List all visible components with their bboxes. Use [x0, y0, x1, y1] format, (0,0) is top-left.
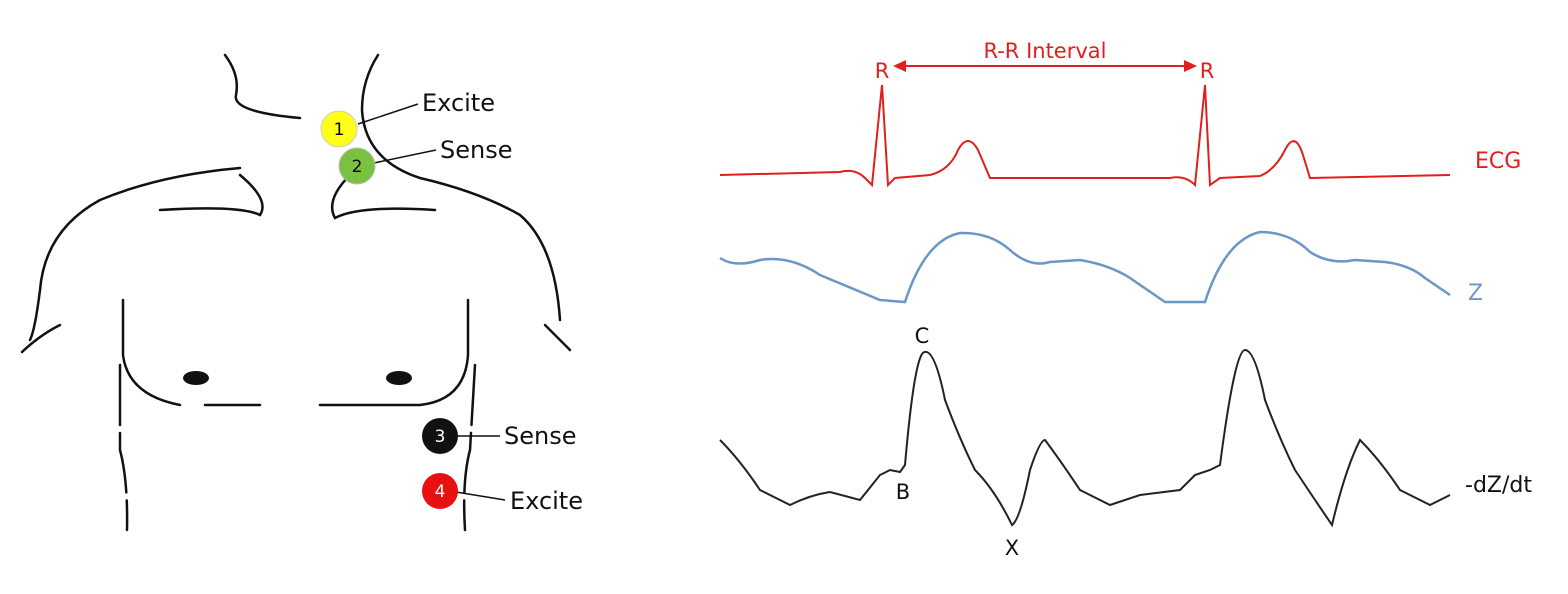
electrode-number: 3 [435, 427, 446, 447]
neck-left [223, 53, 302, 120]
lead-line [357, 103, 419, 125]
right-collarbone [330, 173, 437, 220]
point-label: C [915, 324, 930, 348]
electrode-label: Excite [510, 487, 583, 515]
point-label: X [1005, 536, 1019, 560]
trace-label: -dZ/dt [1465, 473, 1532, 498]
left-nipple [183, 371, 209, 385]
left-side [118, 363, 129, 532]
rr-interval: R-R Interval R R [875, 39, 1215, 83]
right-arm [543, 323, 572, 352]
lead-line [455, 491, 506, 501]
ecg-trace [719, 84, 1451, 188]
electrode [320, 110, 358, 148]
electrode [422, 473, 458, 509]
neck-right-shoulder [360, 53, 562, 322]
z-trace [719, 230, 1451, 304]
left-arm [20, 323, 62, 354]
right-side [462, 363, 477, 532]
electrode [338, 147, 376, 185]
torso [20, 53, 572, 532]
left-chest [121, 298, 182, 407]
electrode-number: 4 [435, 482, 446, 502]
right-chest [318, 298, 470, 407]
electrode-label: Excite [422, 89, 495, 117]
electrode [422, 418, 458, 454]
right-nipple [386, 371, 412, 385]
lead-line [373, 149, 437, 164]
r-label: R [875, 59, 890, 83]
electrode-number: 1 [334, 120, 345, 140]
left-shoulder [28, 166, 242, 342]
electrode-number: 2 [352, 157, 363, 177]
interval-label: R-R Interval [983, 39, 1106, 63]
point-label: B [896, 480, 910, 504]
left-collarbone [158, 173, 264, 217]
trace-label: Z [1468, 281, 1483, 306]
r-label: R [1200, 59, 1215, 83]
electrode-leads [357, 103, 506, 501]
trace-label: ECG [1475, 149, 1521, 174]
electrode-label: Sense [504, 422, 576, 450]
electrode-label: Sense [440, 136, 512, 164]
dzdt-trace [719, 348, 1451, 528]
